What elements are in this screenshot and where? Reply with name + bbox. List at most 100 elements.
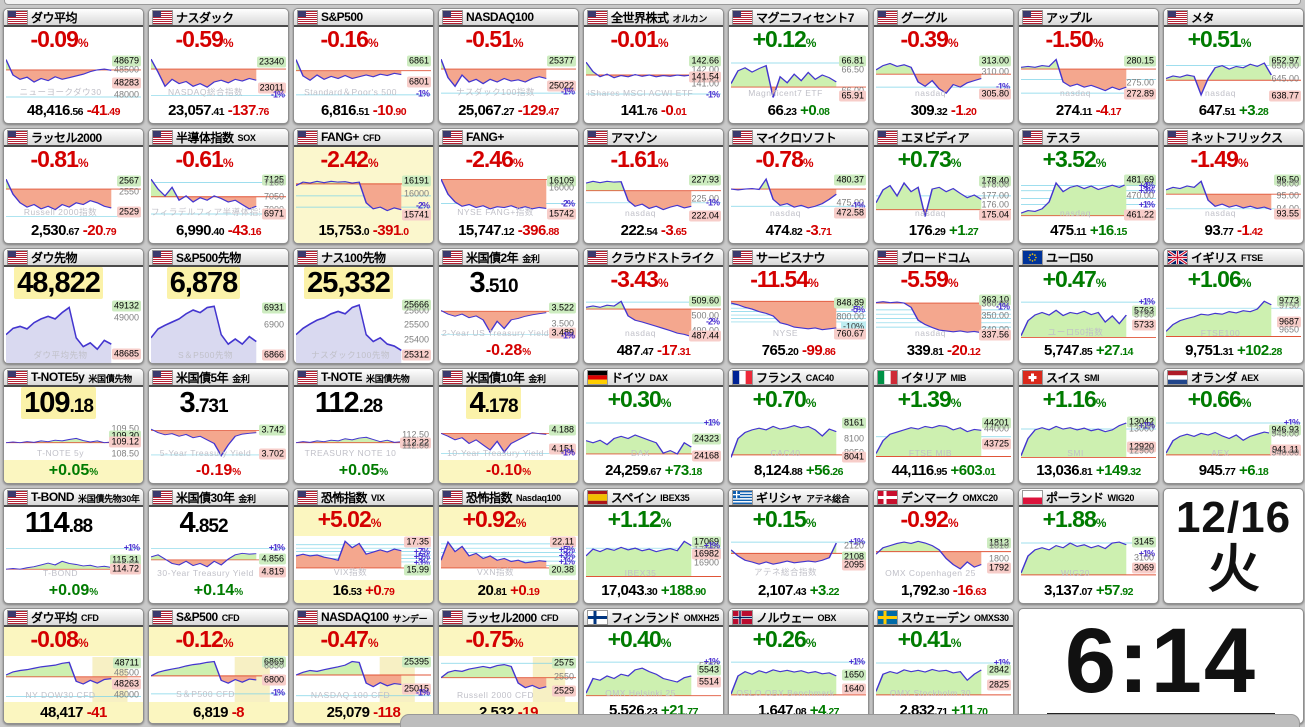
tile-russell2000-cfd[interactable]: ラッセル2000 CFD -0.75% Russell 2000 CFD 257… (438, 608, 579, 724)
tile-nasdaq100-cfd[interactable]: NASDAQ100 サンデー -0.47% NASDAQ 100 CFD 253… (293, 608, 434, 724)
tile-ftse[interactable]: イギリス FTSE +1.06% FTSE100 9773 9750 9687 965… (1163, 248, 1304, 364)
change-percent: +1.06% (1187, 266, 1252, 292)
tile-wig20[interactable]: ポーランド WIG20 +1.88% WIG20 3145 +1% 3100 3069… (1018, 488, 1159, 604)
tile-russell2000[interactable]: ラッセル2000 -0.81% Russell 2000指数 2567 2550 2… (3, 128, 144, 244)
tile-ust-2y[interactable]: 米国債2年 金利 3.510 2-Year US Treasury Yield … (438, 248, 579, 364)
tile-euro50[interactable]: ユーロ50 +0.47% ユーロ50指数 +1% 5763 5750 5733 5,7… (1018, 248, 1159, 364)
tile-nasdaq[interactable]: ナスダック -0.59% NASDAQ総合指数 23340 23011 -1% 23… (148, 8, 289, 124)
tile-dax[interactable]: ドイツ DAX +0.30% DAX +1% 24323 24168 24,259.… (583, 368, 724, 484)
tile-fang[interactable]: FANG+ -2.46% NYSE FANG+指数 16109 16000 -2% 1… (438, 128, 579, 244)
tile-tbond[interactable]: T-BOND 米国債先物30年 114.88 T-BOND +1% 115.31 1… (3, 488, 144, 604)
tile-obx[interactable]: ノルウェー OBX +0.26% OSLO OBX Benchmark +1% 1… (728, 608, 869, 724)
tile-vxn[interactable]: 恐怖指数 Nasdaq100 +0.92% VXN指数 22.11 +5% +3% +… (438, 488, 579, 604)
quote-row: 309.32 -1.20 (874, 100, 1013, 123)
tile-cac40[interactable]: フランス CAC40 +0.70% CAC40 8161810080508041… (728, 368, 869, 484)
axis-label: 1810 (988, 540, 1009, 551)
axis-label: 5763 (1131, 305, 1156, 317)
axis-label: 652.97 (1269, 55, 1301, 67)
tile-vix[interactable]: 恐怖指数 VIX +5.02% VIX指数 17.35 +7% +5% +3% 15.9… (293, 488, 434, 604)
chart-area: OMX Copenhagen 25 1813 1810 1800 1792 (876, 537, 1011, 580)
tile-omxh25[interactable]: フィンランド OMXH25 +0.40% OMX Helsinki 25 +1%… (583, 608, 724, 724)
axis-label: 2825 (986, 679, 1011, 691)
mini-chart (876, 62, 1011, 94)
flag-fr-icon (732, 369, 753, 385)
axis-label: 48500 (113, 64, 139, 75)
tile-sp500[interactable]: S&P500 -0.16% Standard＆Poor's 500 6861 68… (293, 8, 434, 124)
axis-label: 2550 (118, 186, 139, 197)
tile-tesla[interactable]: テスラ +3.52% nasdaq 481.69 +4% +3% 470.00 +1% 4… (1018, 128, 1159, 244)
axis-label: 4.856 (259, 553, 286, 565)
flag-us-icon (442, 369, 463, 385)
tile-ust-30y[interactable]: 米国債30年 金利 4.852 30-Year Treasury Yield +… (148, 488, 289, 604)
tile-title: T-NOTE5y (31, 370, 85, 384)
tile-ibex35[interactable]: スペイン IBEX35 +1.12% IBEX35 17069+1%170001… (583, 488, 724, 604)
tile-acwi[interactable]: 全世界株式 オルカン -0.01% iShares MSCI ACWI ETF … (583, 8, 724, 124)
tile-sp500-cfd[interactable]: S&P500 CFD -0.12% S＆P500 CFD 6869 6850 680… (148, 608, 289, 724)
tile-sox[interactable]: 半導体指数 SOX -0.61% フィラデルフィア半導体指数 7125 7100 7… (148, 128, 289, 244)
tile-smi[interactable]: スイス SMI +1.16% SMI 13042 +1% 13000 12920 129… (1018, 368, 1159, 484)
flag-us-icon (152, 489, 173, 505)
axis-label: 175.04 (979, 209, 1011, 221)
change-percent: +0.73% (897, 146, 962, 172)
quote-row: 48,417 -41 (4, 702, 143, 723)
tile-amazon[interactable]: アマゾン -1.61% nasdaq 227.93 225.00 -1% 222.04… (583, 128, 724, 244)
watermark: OMX Copenhagen 25 (885, 568, 976, 578)
mini-chart (6, 306, 112, 363)
chart-area: iShares MSCI ACWI ETF 142.66 142.00 141.54… (586, 55, 721, 100)
watermark: フィラデルフィア半導体指数 (151, 207, 260, 217)
axis-label: 4.151 (549, 443, 576, 455)
quote-row: 1,792.30 -16.63 (874, 580, 1013, 603)
tile-google[interactable]: グーグル -0.39% nasdaq 313.00 310.00 -1% 305.80… (873, 8, 1014, 124)
tile-omxs30[interactable]: スウェーデン OMXS30 +0.41% OMX Stockholm 30 +1… (873, 608, 1014, 724)
tile-header: サービスナウ (729, 249, 868, 267)
axis-label: 3.522 (549, 302, 576, 314)
tile-dow[interactable]: ダウ平均 -0.09% ニューヨークダウ30 48679 48500 48283 48… (3, 8, 144, 124)
price-change: +1.27 (949, 222, 979, 239)
price-large: 114.88 (24, 507, 93, 539)
flag-us-icon (587, 9, 608, 25)
tile-header: ユーロ50 (1019, 249, 1158, 267)
chart-area: nasdaq 652.97 650.00 645.00 638.77 (1166, 55, 1301, 102)
change-percent: +1.88% (1042, 506, 1107, 532)
tile-meta[interactable]: メタ +0.51% nasdaq 652.97 650.00 645.00 638.7… (1163, 8, 1304, 124)
tile-dow-cfd[interactable]: ダウ平均 CFD -0.08% NY DOW30 CFD 48711 48500 4… (3, 608, 144, 724)
change-percent: -0.81% (30, 146, 89, 172)
price-large: 112.28 (314, 387, 383, 419)
tile-ust-10y[interactable]: 米国債10年 金利 4.178 10-Year Treasury Yield 4… (438, 368, 579, 484)
tile-tnote-10y[interactable]: T-NOTE 米国債先物 112.28 TREASURY NOTE 10 112… (293, 368, 434, 484)
tile-dow-futures[interactable]: ダウ先物 48,822 ダウ平均先物 49132 49000 48685 (3, 248, 144, 364)
tile-header: フィンランド OMXH25 (584, 609, 723, 627)
tile-nvidia[interactable]: エヌビディア +0.73% nasdaq 178.40 178.00 177.00 1… (873, 128, 1014, 244)
axis-label: 6866 (261, 349, 286, 361)
axis-label: +1% (993, 657, 1010, 668)
tile-header: フランス CAC40 (729, 369, 868, 387)
tile-nasdaq100[interactable]: NASDAQ100 -0.51% ナスダック100指数 25377 25022 -1… (438, 8, 579, 124)
flag-de-icon (587, 369, 608, 385)
next-row-peek[interactable] (400, 714, 1300, 727)
tile-apple[interactable]: アップル -1.50% nasdaq 280.15 275.00 272.89 27… (1018, 8, 1159, 124)
tile-mag7[interactable]: マグニフィセント7 +0.12% Magnificent7 ETF 66.81 6… (728, 8, 869, 124)
axis-label: -1% (560, 86, 575, 97)
tile-sp500-futures[interactable]: S&P500先物 6,878 S＆P500先物 6931 6900 6866 (148, 248, 289, 364)
tile-crowdstrike[interactable]: クラウドストライク -3.43% nasdaq 509.60 500.00 -2% 4… (583, 248, 724, 364)
tile-aex[interactable]: オランダ AEX +0.66% AEX +1% 946.93 945.00 941.1… (1163, 368, 1304, 484)
tile-mib[interactable]: イタリア MIB +1.39% FTSE MIB 44201 44000 43725… (873, 368, 1014, 484)
tile-omxc20[interactable]: デンマーク OMXC20 -0.92% OMX Copenhagen 25 18… (873, 488, 1014, 604)
mini-chart (151, 58, 286, 97)
chart-area: S＆P500先物 6931 6900 6866 (151, 300, 286, 363)
tile-servicenow[interactable]: サービスナウ -11.54% NYSE 848.89 -5% 800.00 -10% 7… (728, 248, 869, 364)
change-percent: -0.47% (294, 627, 433, 656)
tile-microsoft[interactable]: マイクロソフト -0.78% nasdaq 480.37 475.00 -1% 472… (728, 128, 869, 244)
axis-label: 6850 (263, 660, 284, 671)
last-price: 1,792.30 (900, 582, 950, 599)
tile-broadcom[interactable]: ブロードコム -5.59% nasdaq 363.10 360.00 -1% 350.… (873, 248, 1014, 364)
tile-tnote-5y[interactable]: T-NOTE5y 米国債先物 109.18 T-NOTE 5y 109.50 10… (3, 368, 144, 484)
tile-nasdaq100-futures[interactable]: ナス100先物 25,332 ナスダック100先物 25666 25600 2550… (293, 248, 434, 364)
axis-label: 946.93 (1269, 424, 1301, 436)
tile-athens[interactable]: ギリシャ アテネ総合 +0.15% アテネ総合指数 +1%21202108210… (728, 488, 869, 604)
watermark: ニューヨークダウ30 (19, 87, 102, 97)
tile-fang-cfd[interactable]: FANG+ CFD -2.42% 16191 16000 -2% 15741 15,7… (293, 128, 434, 244)
tile-ust-5y[interactable]: 米国債5年 金利 3.731 5-Year Treasury Yield 3.7… (148, 368, 289, 484)
tile-subtitle: WIG20 (1107, 493, 1135, 503)
